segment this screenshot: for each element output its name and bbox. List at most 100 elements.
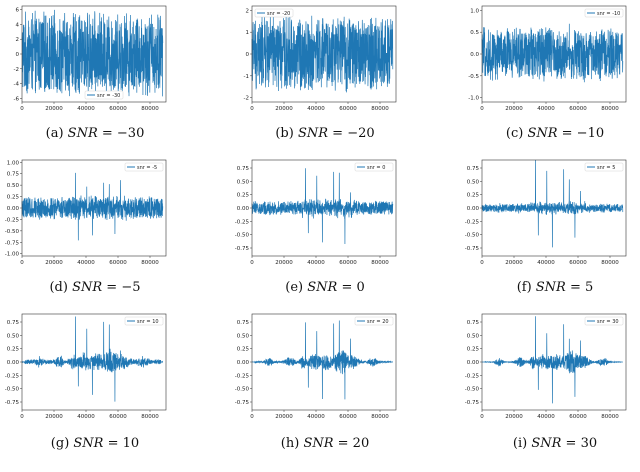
caption-value: = −5	[102, 280, 141, 295]
plot-panel-3: 0 20000 40000 60000 80000 1.0 0.5 0.0 -0.5 -1.0 sn…	[464, 5, 630, 116]
x-tick-label: 60000	[339, 106, 357, 112]
y-tick-label: -0.75	[5, 240, 20, 246]
caption-variable: SNR	[527, 126, 558, 141]
y-tick-label: -2	[14, 67, 19, 73]
caption-label: (e)	[285, 280, 308, 295]
plot-panel-5: 0 20000 40000 60000 80000 0.75 0.50 0.25 0.00 -0.…	[234, 159, 400, 270]
y-tick-label: -0.5	[468, 74, 479, 80]
plot-svg: 0 20000 40000 60000 80000 1.0 0.5 0.0 -0.5 -1.0 sn…	[468, 5, 627, 112]
legend: snr = -10	[584, 8, 624, 18]
plot-panel-8: 0 20000 40000 60000 80000 0.75 0.50 0.25 0.00 -0.…	[234, 313, 400, 424]
x-tick-label: 20000	[505, 414, 523, 420]
plot-svg: 0 20000 40000 60000 80000 6 4 2 0 -2 -4 -6 snr = -30	[14, 5, 167, 112]
legend-label: snr = -20	[267, 11, 290, 17]
y-tick-label: 0.25	[237, 347, 250, 353]
y-tick-label: 1	[246, 30, 250, 36]
y-tick-label: 0.25	[237, 193, 250, 199]
x-tick-label: 60000	[569, 414, 587, 420]
caption-value: = 30	[561, 436, 598, 451]
y-tick-label: 0.00	[237, 206, 250, 212]
y-tick-label: 0.75	[467, 320, 480, 326]
legend-label: snr = 0	[367, 165, 385, 171]
x-tick-label: 0	[480, 260, 484, 266]
x-tick-label: 80000	[371, 414, 389, 420]
y-tick-label: -0.50	[235, 387, 250, 393]
legend: snr = 30	[584, 316, 624, 326]
caption-label: (d)	[49, 280, 73, 295]
signal-line	[481, 159, 624, 248]
plot-panel-1: 0 20000 40000 60000 80000 6 4 2 0 -2 -4 -6 snr = -30	[4, 5, 170, 116]
y-tick-label: -0.25	[465, 373, 480, 379]
x-tick-label: 80000	[371, 260, 389, 266]
x-tick-label: 80000	[141, 106, 159, 112]
y-tick-label: 0	[246, 52, 250, 58]
x-tick-label: 60000	[339, 414, 357, 420]
y-tick-label: 0.25	[467, 347, 480, 353]
y-tick-label: -0.75	[5, 400, 20, 406]
caption-variable: SNR	[303, 436, 334, 451]
x-tick-label: 0	[250, 414, 254, 420]
y-tick-label: 0.75	[467, 166, 480, 172]
y-tick-label: 0.00	[237, 360, 250, 366]
x-tick-label: 60000	[109, 414, 127, 420]
y-tick-label: -0.25	[465, 219, 480, 225]
y-tick-label: -0.50	[465, 387, 480, 393]
y-tick-label: -2	[244, 96, 249, 102]
y-tick-label: -0.25	[235, 373, 250, 379]
y-tick-label: -1.0	[468, 96, 479, 102]
x-tick-label: 20000	[275, 414, 293, 420]
legend-label: snr = -10	[597, 11, 620, 17]
signal-line	[251, 168, 394, 245]
y-tick-label: 0.75	[7, 320, 20, 326]
x-tick-label: 60000	[109, 260, 127, 266]
y-tick-label: -0.50	[5, 229, 20, 235]
y-tick-label: 0.75	[7, 172, 20, 178]
x-tick-label: 0	[20, 260, 24, 266]
legend-label: snr = 30	[597, 319, 619, 325]
x-tick-label: 0	[250, 260, 254, 266]
y-tick-label: -0.75	[235, 246, 250, 252]
y-tick-label: 0.50	[467, 179, 480, 185]
plot-panel-4: 0 20000 40000 60000 80000 1.00 0.75 0.50 0.25 0.0…	[4, 159, 170, 270]
x-tick-label: 80000	[371, 106, 389, 112]
legend-label: snr = -5	[137, 165, 157, 171]
caption-variable: SNR	[67, 126, 98, 141]
caption-variable: SNR	[72, 280, 103, 295]
plot-svg: 0 20000 40000 60000 80000 2 1 0 -1 -2 snr = -20	[244, 5, 397, 112]
x-tick-label: 40000	[537, 260, 555, 266]
x-tick-label: 0	[20, 106, 24, 112]
plot-svg: 0 20000 40000 60000 80000 1.00 0.75 0.50 0.25 0.0…	[5, 159, 167, 266]
y-tick-label: 0.5	[470, 30, 479, 36]
x-tick-label: 60000	[339, 260, 357, 266]
caption-label: (b)	[275, 126, 298, 141]
signal-line	[21, 9, 164, 97]
x-tick-label: 80000	[141, 260, 159, 266]
legend: snr = -5	[124, 162, 164, 172]
y-tick-label: 0.50	[7, 333, 20, 339]
legend-label: snr = 10	[137, 319, 159, 325]
plot-caption: (f) SNR = 5	[495, 280, 615, 295]
y-tick-label: 0.25	[7, 347, 20, 353]
y-tick-label: -0.50	[465, 233, 480, 239]
x-tick-label: 40000	[77, 414, 95, 420]
x-tick-label: 60000	[569, 260, 587, 266]
plot-svg: 0 20000 40000 60000 80000 0.75 0.50 0.25 0.00 -0.…	[465, 159, 627, 266]
y-tick-label: 2	[16, 37, 20, 43]
plot-panel-6: 0 20000 40000 60000 80000 0.75 0.50 0.25 0.00 -0.…	[464, 159, 630, 270]
y-tick-label: 0.50	[237, 333, 250, 339]
y-tick-label: -0.75	[465, 246, 480, 252]
caption-value: = 0	[337, 280, 365, 295]
caption-label: (f)	[516, 280, 536, 295]
y-tick-label: -0.75	[235, 400, 250, 406]
legend: snr = -30	[84, 90, 124, 100]
caption-label: (a)	[45, 126, 68, 141]
plot-caption: (e) SNR = 0	[265, 280, 385, 295]
x-tick-label: 80000	[141, 414, 159, 420]
y-tick-label: 0.75	[237, 166, 250, 172]
y-tick-label: 0.50	[7, 183, 20, 189]
y-tick-label: 2	[246, 8, 250, 14]
x-tick-label: 20000	[505, 106, 523, 112]
legend: snr = -20	[254, 8, 294, 18]
plot-svg: 0 20000 40000 60000 80000 0.75 0.50 0.25 0.00 -0.…	[235, 159, 397, 266]
caption-variable: SNR	[535, 280, 566, 295]
